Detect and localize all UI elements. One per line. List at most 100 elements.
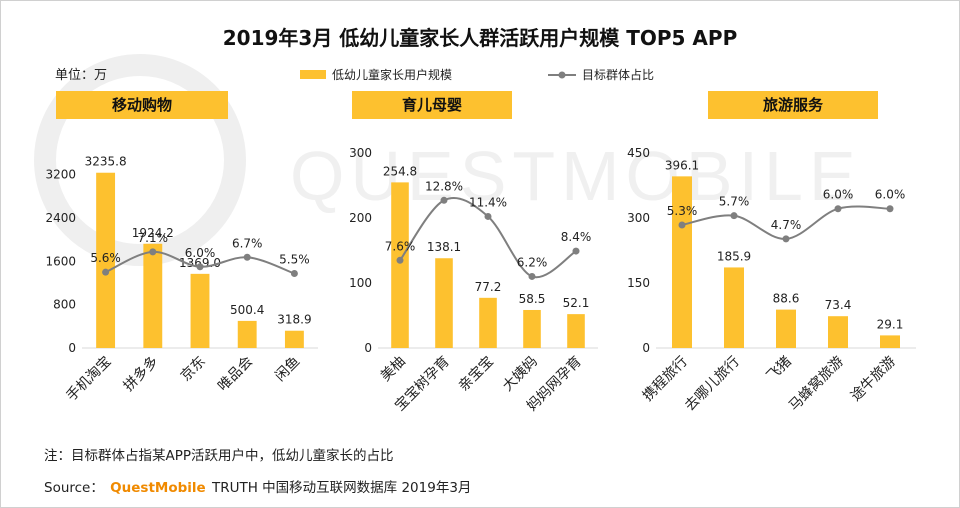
share-label: 7.6% [385, 239, 416, 253]
bar-京东 [190, 273, 210, 348]
bar-value-label: 52.1 [563, 296, 590, 310]
share-point [572, 247, 580, 255]
y-tick-label: 100 [349, 276, 372, 290]
share-point [440, 196, 448, 204]
share-label: 7.1% [138, 231, 169, 245]
share-point [196, 263, 204, 271]
panel-title-bg-2 [708, 91, 878, 119]
bar-value-label: 29.1 [877, 317, 904, 331]
share-point [396, 256, 404, 264]
share-label: 5.6% [90, 251, 121, 265]
share-label: 5.5% [279, 253, 310, 267]
y-tick-label: 450 [627, 146, 650, 160]
share-line [399, 196, 577, 279]
x-category-label: 手机淘宝 [64, 354, 115, 405]
y-tick-label: 200 [349, 211, 372, 225]
bar-妈妈网孕育 [567, 314, 585, 348]
legend-line-label: 目标群体占比 [582, 68, 655, 82]
share-point [290, 270, 298, 278]
source-brand: QuestMobile [110, 480, 206, 496]
bar-飞猪 [776, 309, 796, 348]
y-tick-label: 0 [68, 341, 76, 355]
y-tick-label: 0 [364, 341, 372, 355]
panel-title: 育儿母婴 [402, 96, 462, 114]
share-point [484, 212, 492, 220]
share-point [243, 253, 251, 261]
share-label: 5.3% [667, 204, 698, 218]
y-tick-label: 0 [642, 341, 650, 355]
legend-line-swatch [548, 71, 576, 79]
panel-title: 移动购物 [112, 96, 172, 114]
share-label: 6.7% [232, 236, 263, 250]
share-point [886, 205, 894, 213]
bar-途牛旅游 [880, 335, 900, 348]
x-category-label: 去哪儿旅行 [682, 354, 743, 415]
bar-value-label: 500.4 [230, 303, 264, 317]
x-category-label: 京东 [178, 354, 209, 385]
bar-value-label: 318.9 [277, 313, 311, 327]
bar-value-label: 73.4 [825, 298, 852, 312]
chart-title: 2019年3月 低幼儿童家长人群活跃用户规模 TOP5 APP [222, 26, 738, 50]
share-label: 6.0% [823, 188, 854, 202]
bar-闲鱼 [284, 330, 304, 348]
x-category-label: 马蜂窝旅游 [785, 353, 847, 415]
share-point [834, 205, 842, 213]
x-category-label: 亲宝宝 [456, 354, 497, 395]
panel-title-bg-1 [352, 91, 512, 119]
bar-value-label: 58.5 [519, 292, 546, 306]
bar-携程旅行 [672, 176, 692, 348]
source-suffix: TRUTH 中国移动互联网数据库 2019年3月 [211, 480, 472, 496]
bar-value-label: 77.2 [475, 280, 502, 294]
x-category-label: 途牛旅游 [847, 353, 899, 405]
y-tick-label: 3200 [45, 168, 76, 182]
bar-大姨妈 [523, 309, 541, 348]
x-category-label: 美柚 [378, 354, 409, 385]
legend-bar-swatch [300, 70, 326, 79]
bar-美柚 [391, 182, 409, 348]
x-category-label: 飞猪 [764, 354, 795, 385]
source-prefix: Source： [44, 480, 104, 496]
bar-value-label: 1924.2 [132, 226, 174, 240]
footnote: 注：目标群体占指某APP活跃用户中，低幼儿童家长的占比 [44, 448, 394, 464]
bar-value-label: 138.1 [427, 240, 461, 254]
source-line: Source： QuestMobile TRUTH 中国移动互联网数据库 201… [44, 476, 471, 496]
share-label: 6.2% [517, 255, 548, 269]
unit-label: 单位：万 [55, 68, 108, 83]
watermark-text: QUESTMOBILE [290, 137, 862, 215]
share-point [528, 272, 536, 280]
share-label: 12.8% [425, 179, 463, 193]
share-label: 6.0% [185, 246, 216, 260]
share-point [102, 268, 110, 276]
y-tick-label: 800 [53, 298, 76, 312]
share-label: 8.4% [561, 230, 592, 244]
bar-亲宝宝 [479, 297, 497, 348]
bar-唯品会 [237, 320, 257, 348]
y-tick-label: 300 [349, 146, 372, 160]
x-category-label: 拼多多 [120, 353, 162, 395]
share-point [730, 212, 738, 220]
share-point [678, 221, 686, 229]
share-point [149, 248, 157, 256]
x-category-label: 携程旅行 [640, 354, 691, 405]
share-label: 6.0% [875, 188, 906, 202]
bar-马蜂窝旅游 [828, 316, 848, 348]
bar-value-label: 3235.8 [85, 155, 127, 169]
bar-value-label: 254.8 [383, 164, 417, 178]
legend-bar-label: 低幼儿童家长用户规模 [332, 68, 453, 82]
bar-value-label: 88.6 [773, 292, 800, 306]
bar-去哪儿旅行 [724, 267, 744, 348]
bar-宝宝树孕育 [435, 258, 453, 348]
x-category-label: 闲鱼 [271, 353, 303, 385]
x-category-label: 唯品会 [215, 354, 256, 395]
bar-拼多多 [143, 243, 163, 348]
share-label: 5.7% [719, 195, 750, 209]
y-tick-label: 2400 [45, 211, 76, 225]
panel-title: 旅游服务 [763, 96, 824, 114]
panel-title-bg-0 [56, 91, 228, 119]
y-tick-label: 300 [627, 211, 650, 225]
y-tick-label: 1600 [45, 254, 76, 268]
bar-value-label: 185.9 [717, 249, 751, 263]
share-label: 4.7% [771, 218, 802, 232]
y-tick-label: 150 [627, 276, 650, 290]
